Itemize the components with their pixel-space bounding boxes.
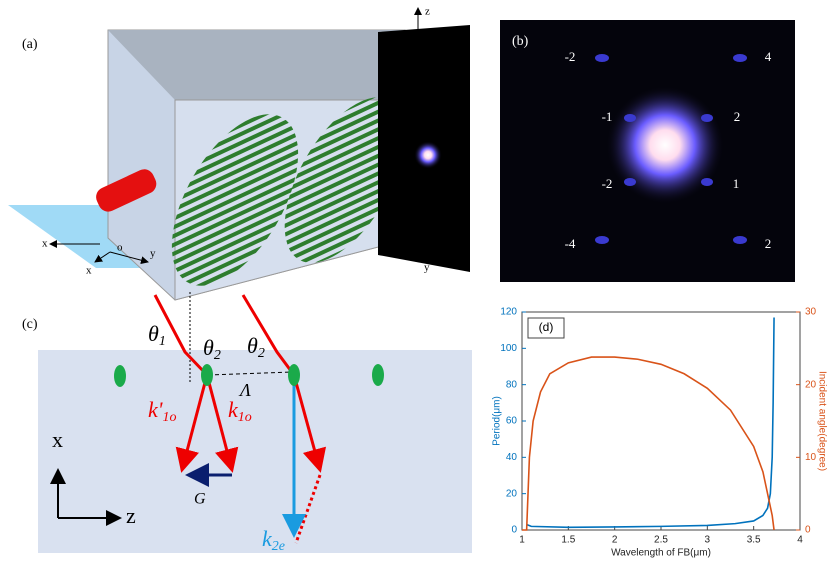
x-tick-label: 2.5 xyxy=(654,535,668,546)
vector-subscript: 1o xyxy=(162,410,176,425)
order-label: -4 xyxy=(565,236,576,251)
y2-tick-label: 20 xyxy=(805,379,817,390)
x-tick-label: 4 xyxy=(797,535,803,546)
panel-c: (c) θ1 θ2 θ2 Λ k'1o k1o G k2e x z xyxy=(22,292,472,554)
y-tick-label: 40 xyxy=(506,452,518,463)
angle-label: θ2 xyxy=(247,333,265,361)
label-box xyxy=(527,317,565,339)
angle-symbol: θ xyxy=(247,333,258,358)
angle-symbol: θ xyxy=(148,321,159,346)
period-label: Λ xyxy=(238,380,251,400)
vector-subscript: 1o xyxy=(238,410,252,425)
panel-label: (c) xyxy=(22,317,38,332)
panel-b: (b) -2 4 -1 2 -2 1 -4 2 xyxy=(500,20,795,282)
axis-label: x xyxy=(52,427,63,452)
order-label: 2 xyxy=(765,236,772,251)
y-tick-label: 60 xyxy=(506,416,518,427)
order-label: 4 xyxy=(765,49,772,64)
x-tick-label: 1 xyxy=(519,535,525,546)
order-label: -2 xyxy=(602,176,613,191)
x-tick-label: 3.5 xyxy=(747,535,761,546)
y-tick-label: 120 xyxy=(500,307,517,318)
vector-symbol: k' xyxy=(148,397,163,422)
x-tick-label: 1.5 xyxy=(561,535,575,546)
panel-label: (b) xyxy=(512,34,529,49)
vector-subscript: 2e xyxy=(272,539,285,554)
vector-label: k'1o xyxy=(148,397,176,425)
angle-label: θ2 xyxy=(203,335,221,363)
vector-symbol: k xyxy=(262,526,273,551)
y2-axis-label: Incident angle(degree) xyxy=(816,371,827,471)
angle-subscript: 1 xyxy=(159,334,166,349)
x-tick-label: 3 xyxy=(705,535,711,546)
angle-subscript: 2 xyxy=(214,348,221,363)
y-tick-label: 100 xyxy=(500,343,517,354)
angle-symbol: θ xyxy=(203,335,214,360)
y-tick-label: 20 xyxy=(506,488,518,499)
panel-label: (d) xyxy=(539,320,554,334)
x-axis-label: Wavelength of FB(μm) xyxy=(611,548,711,559)
data-line xyxy=(522,356,775,531)
order-label: -2 xyxy=(565,49,576,64)
order-label: 1 xyxy=(733,176,740,191)
vector-label: G xyxy=(194,491,206,508)
x-tick-label: 2 xyxy=(612,535,618,546)
panel-a: (a) z x o x y y xyxy=(8,6,470,301)
y-tick-label: 0 xyxy=(511,525,517,536)
y2-tick-label: 10 xyxy=(805,452,817,463)
axis-label: z xyxy=(126,503,136,528)
vector-label: k2e xyxy=(262,526,285,554)
angle-label: θ1 xyxy=(148,321,166,349)
data-line xyxy=(526,317,775,529)
plot-frame xyxy=(521,311,801,531)
axis-label: y xyxy=(150,248,156,260)
axis-label: y xyxy=(424,262,430,274)
vector-symbol: k xyxy=(228,397,239,422)
panel-label: (a) xyxy=(22,37,38,52)
axis-label: o xyxy=(117,242,123,254)
y-axis-label: Period(μm) xyxy=(492,396,503,446)
order-label: 2 xyxy=(734,109,741,124)
axis-label: z xyxy=(425,6,430,18)
angle-subscript: 2 xyxy=(258,346,265,361)
order-label: -1 xyxy=(602,109,613,124)
y2-tick-label: 30 xyxy=(805,307,817,318)
panel-d: (d) 1 1.5 2 2.5 3 3.5 40204060801001200102030W… xyxy=(492,307,827,559)
y-tick-label: 80 xyxy=(506,379,518,390)
y2-tick-label: 0 xyxy=(805,525,811,536)
axis-label: x xyxy=(42,238,48,250)
vector-label: k1o xyxy=(228,397,252,425)
axis-label: x xyxy=(86,265,92,277)
